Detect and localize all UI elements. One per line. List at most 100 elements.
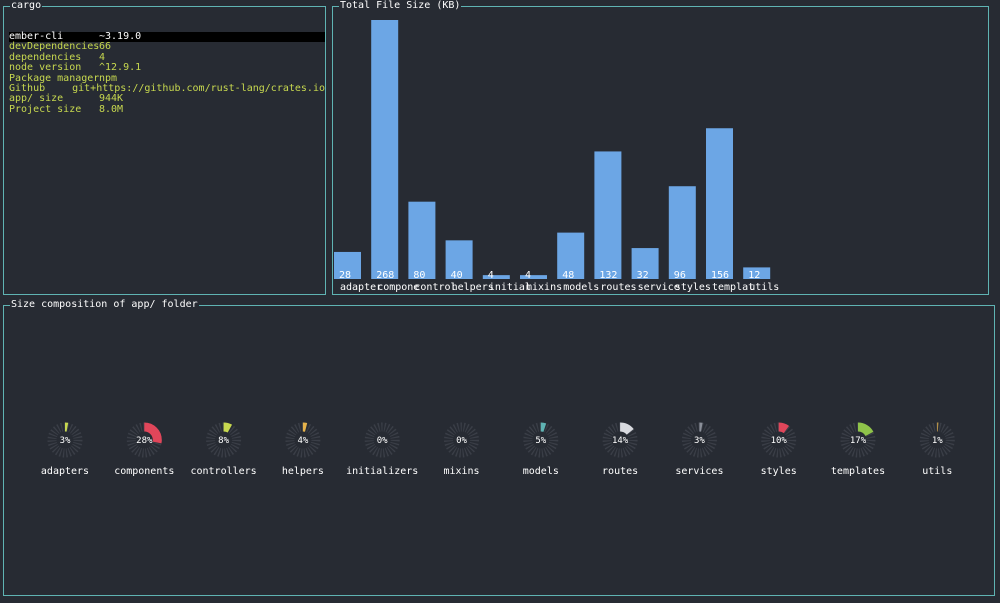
size-composition-donuts: 3% adapters 28% components 8% controllers 4% he… (41, 422, 955, 477)
project-info-panel: cargo ember-cli ~3.19.0 devDependencies 66 d… (3, 0, 326, 295)
donut-arc (126, 422, 162, 458)
bar-category-label: routes (600, 282, 636, 293)
bar-initial (482, 275, 510, 279)
donut-category-label: templates (831, 466, 885, 477)
donut-percent-label: 3% (694, 436, 705, 446)
bar-category-label: initial (489, 282, 531, 293)
bar-adapter (334, 251, 361, 279)
bar-category-label: service (638, 282, 680, 293)
info-value: 4 (99, 51, 106, 63)
donut-category-label: services (675, 466, 723, 477)
info-row[interactable]: Package manager npm (9, 72, 325, 84)
info-value: 66 (99, 41, 112, 53)
donut-category-label: components (114, 466, 174, 477)
bar-control (408, 201, 436, 279)
donut-percent-label: 3% (60, 436, 71, 446)
donut-category-label: routes (602, 466, 638, 477)
info-value: npm (99, 72, 118, 84)
info-key: Package manager (9, 72, 100, 84)
info-row[interactable]: devDependencies 66 (9, 41, 325, 53)
bar-category-label: mixins (526, 282, 562, 293)
info-key: Github (9, 82, 46, 94)
donut-category-label: utils (922, 466, 952, 477)
info-row[interactable]: ember-cli ~3.19.0 (9, 31, 325, 43)
donut-category-label: models (523, 466, 559, 477)
bar-value-label: 28 (339, 270, 351, 281)
bar-value-label: 48 (562, 270, 574, 281)
file-size-bar-chart: 28adapter268compone80control40helpers4in… (334, 20, 779, 293)
donut-mixins: 0% mixins (443, 422, 480, 477)
bar-models (557, 232, 585, 279)
donut-arc (602, 422, 638, 458)
donut-category-label: adapters (41, 466, 89, 477)
donut-arc (206, 422, 242, 458)
donut-arc (761, 422, 797, 458)
bar-compone (371, 20, 399, 279)
project-info-table[interactable]: ember-cli ~3.19.0 devDependencies 66 depende… (9, 31, 325, 115)
info-value: ^12.9.1 (99, 62, 142, 74)
bar-value-label: 4 (525, 270, 531, 281)
info-row[interactable]: dependencies 4 (9, 51, 325, 63)
info-value: 944K (99, 93, 124, 105)
bar-styles (668, 186, 696, 279)
bar-category-label: utils (749, 282, 779, 293)
donut-templates: 17% templates (831, 422, 885, 477)
donut-adapters: 3% adapters (41, 422, 89, 477)
bar-value-label: 156 (711, 270, 729, 281)
donut-percent-label: 10% (771, 436, 788, 446)
donut-percent-label: 0% (377, 436, 388, 446)
info-row[interactable]: Github git+https://github.com/rust-lang/c… (9, 82, 325, 94)
bar-category-label: templat (712, 282, 754, 293)
bar-category-label: adapter (340, 282, 382, 293)
donut-percent-label: 4% (297, 436, 308, 446)
bar-category-label: helpers (452, 282, 494, 293)
donut-arc (840, 422, 876, 458)
donut-category-label: controllers (190, 466, 256, 477)
info-row[interactable]: node version ^12.9.1 (9, 62, 325, 74)
donut-controllers: 8% controllers (190, 422, 257, 477)
donut-helpers: 4% helpers (282, 422, 324, 477)
donut-initializers: 0% initializers (346, 422, 418, 477)
bar-templat (706, 128, 733, 279)
bar-value-label: 40 (451, 270, 463, 281)
bar-value-label: 268 (376, 270, 394, 281)
bar-value-label: 4 (488, 270, 494, 281)
info-row[interactable]: app/ size 944K (9, 93, 325, 105)
bar-service (631, 248, 659, 279)
size-composition-title: Size composition of app/ folder (10, 299, 199, 311)
info-key: ember-cli (9, 31, 64, 42)
bar-value-label: 32 (637, 270, 649, 281)
donut-arc (47, 422, 83, 458)
info-key: devDependencies (9, 41, 100, 53)
bar-category-label: models (563, 282, 599, 293)
bar-utils (743, 267, 771, 279)
info-row[interactable]: Project size 8.0M (9, 103, 325, 115)
donut-services: 3% services (675, 422, 723, 477)
bar-category-label: control (414, 282, 456, 293)
donut-percent-label: 0% (456, 436, 467, 446)
donut-percent-label: 28% (136, 436, 153, 446)
donut-models: 5% models (523, 422, 559, 477)
donut-styles: 10% styles (761, 422, 797, 477)
info-key: dependencies (9, 51, 82, 63)
donut-arc (285, 422, 321, 458)
donut-percent-label: 17% (850, 436, 867, 446)
info-key: Project size (9, 103, 82, 115)
donut-percent-label: 5% (535, 436, 546, 446)
donut-arc (681, 422, 717, 458)
bar-category-label: compone (377, 282, 419, 293)
donut-category-label: mixins (443, 466, 479, 477)
donut-utils: 1% utils (919, 422, 955, 477)
info-value: 8.0M (99, 103, 124, 115)
file-size-chart-title: Total File Size (KB) (339, 0, 462, 12)
donut-components: 28% components (114, 422, 174, 477)
bar-helpers (445, 240, 473, 279)
bar-routes (594, 151, 622, 279)
donut-arc (523, 422, 559, 458)
donut-category-label: styles (761, 466, 797, 477)
donut-track (364, 422, 400, 458)
size-composition-panel: Size composition of app/ folder 3% adapte… (3, 299, 995, 596)
project-info-title: cargo (10, 0, 43, 12)
info-key: app/ size (9, 93, 64, 105)
donut-percent-label: 8% (218, 436, 229, 446)
